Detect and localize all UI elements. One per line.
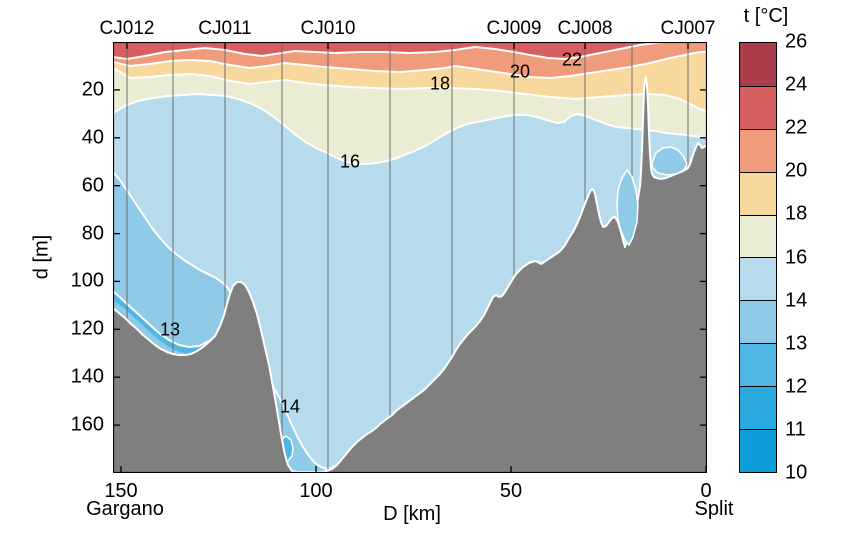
colorbar-segment <box>740 171 776 215</box>
y-tick-label: 140 <box>70 365 104 388</box>
y-tick-label: 80 <box>81 222 104 245</box>
isotherm-line <box>113 171 232 295</box>
y-tick-label: 100 <box>70 269 104 292</box>
colorbar-tick-label: 20 <box>785 159 808 182</box>
transect-end-label: Split <box>694 498 734 520</box>
station-label-cj007: CJ007 <box>660 18 716 39</box>
colorbar-segment <box>740 386 776 430</box>
colorbar-tick-label: 26 <box>785 30 808 53</box>
x-tick-label: 0 <box>700 480 712 502</box>
colorbar <box>739 42 777 473</box>
colorbar-segment <box>740 214 776 258</box>
y-tick-label: 40 <box>81 126 104 149</box>
x-tick-label: 100 <box>299 480 333 502</box>
isotherm-line <box>113 51 707 79</box>
colorbar-tick-label: 24 <box>785 73 808 96</box>
colorbar-tick-label: 14 <box>785 289 808 312</box>
colorbar-segment <box>740 85 776 129</box>
colorbar-tick-label: 18 <box>785 202 808 225</box>
isotherm-label-22: 22 <box>561 49 583 70</box>
contour-plot-svg <box>113 42 707 473</box>
pocket-13-14-split-side <box>616 168 639 247</box>
x-axis-title: D [km] <box>383 503 441 525</box>
colorbar-segment <box>740 257 776 301</box>
isotherm-label-20: 20 <box>509 61 531 82</box>
colorbar-segment <box>740 300 776 344</box>
seabed <box>113 77 707 473</box>
station-label-cj012: CJ012 <box>99 18 155 39</box>
colorbar-segment <box>740 43 776 86</box>
colorbar-segment <box>740 429 776 472</box>
axes-border <box>113 42 707 473</box>
isotherm-line <box>113 93 707 165</box>
colorbar-tick-label: 12 <box>785 375 808 398</box>
colorbar-tick-label: 11 <box>785 418 806 441</box>
isotherm-label-14: 14 <box>279 396 301 417</box>
y-tick-label: 20 <box>81 78 104 101</box>
x-tick-label: 50 <box>499 480 523 502</box>
colorbar-tick-label: 13 <box>785 332 808 355</box>
pocket-13-14-split-side <box>651 146 688 176</box>
colorbar-title: t [°C] <box>743 5 789 27</box>
colorbar-segment <box>740 343 776 387</box>
y-tick-label: 160 <box>70 413 104 436</box>
station-label-cj009: CJ009 <box>486 18 542 39</box>
station-label-cj011: CJ011 <box>198 18 252 39</box>
pocket-12-13-left <box>113 291 223 354</box>
y-axis-title: d [m] <box>30 234 53 280</box>
isotherm-label-18: 18 <box>429 73 451 94</box>
contour-plot-area <box>113 42 707 473</box>
isotherm-line <box>113 42 667 60</box>
x-tick-label: 150 <box>104 480 138 502</box>
pocket-13-14-left <box>113 172 231 355</box>
y-tick-label: 120 <box>70 317 104 340</box>
colorbar-tick-label: 10 <box>785 461 808 484</box>
isotherm-label-13: 13 <box>159 319 181 340</box>
seabed-outline <box>113 76 707 473</box>
transect-start-label: Gargano <box>86 498 164 520</box>
colorbar-segment <box>740 128 776 172</box>
colorbar-tick-label: 22 <box>785 116 808 139</box>
station-label-cj010: CJ010 <box>300 18 356 39</box>
station-label-cj008: CJ008 <box>557 18 613 39</box>
isotherm-label-16: 16 <box>339 151 361 172</box>
y-tick-label: 60 <box>81 174 104 197</box>
colorbar-tick-label: 16 <box>785 246 808 268</box>
